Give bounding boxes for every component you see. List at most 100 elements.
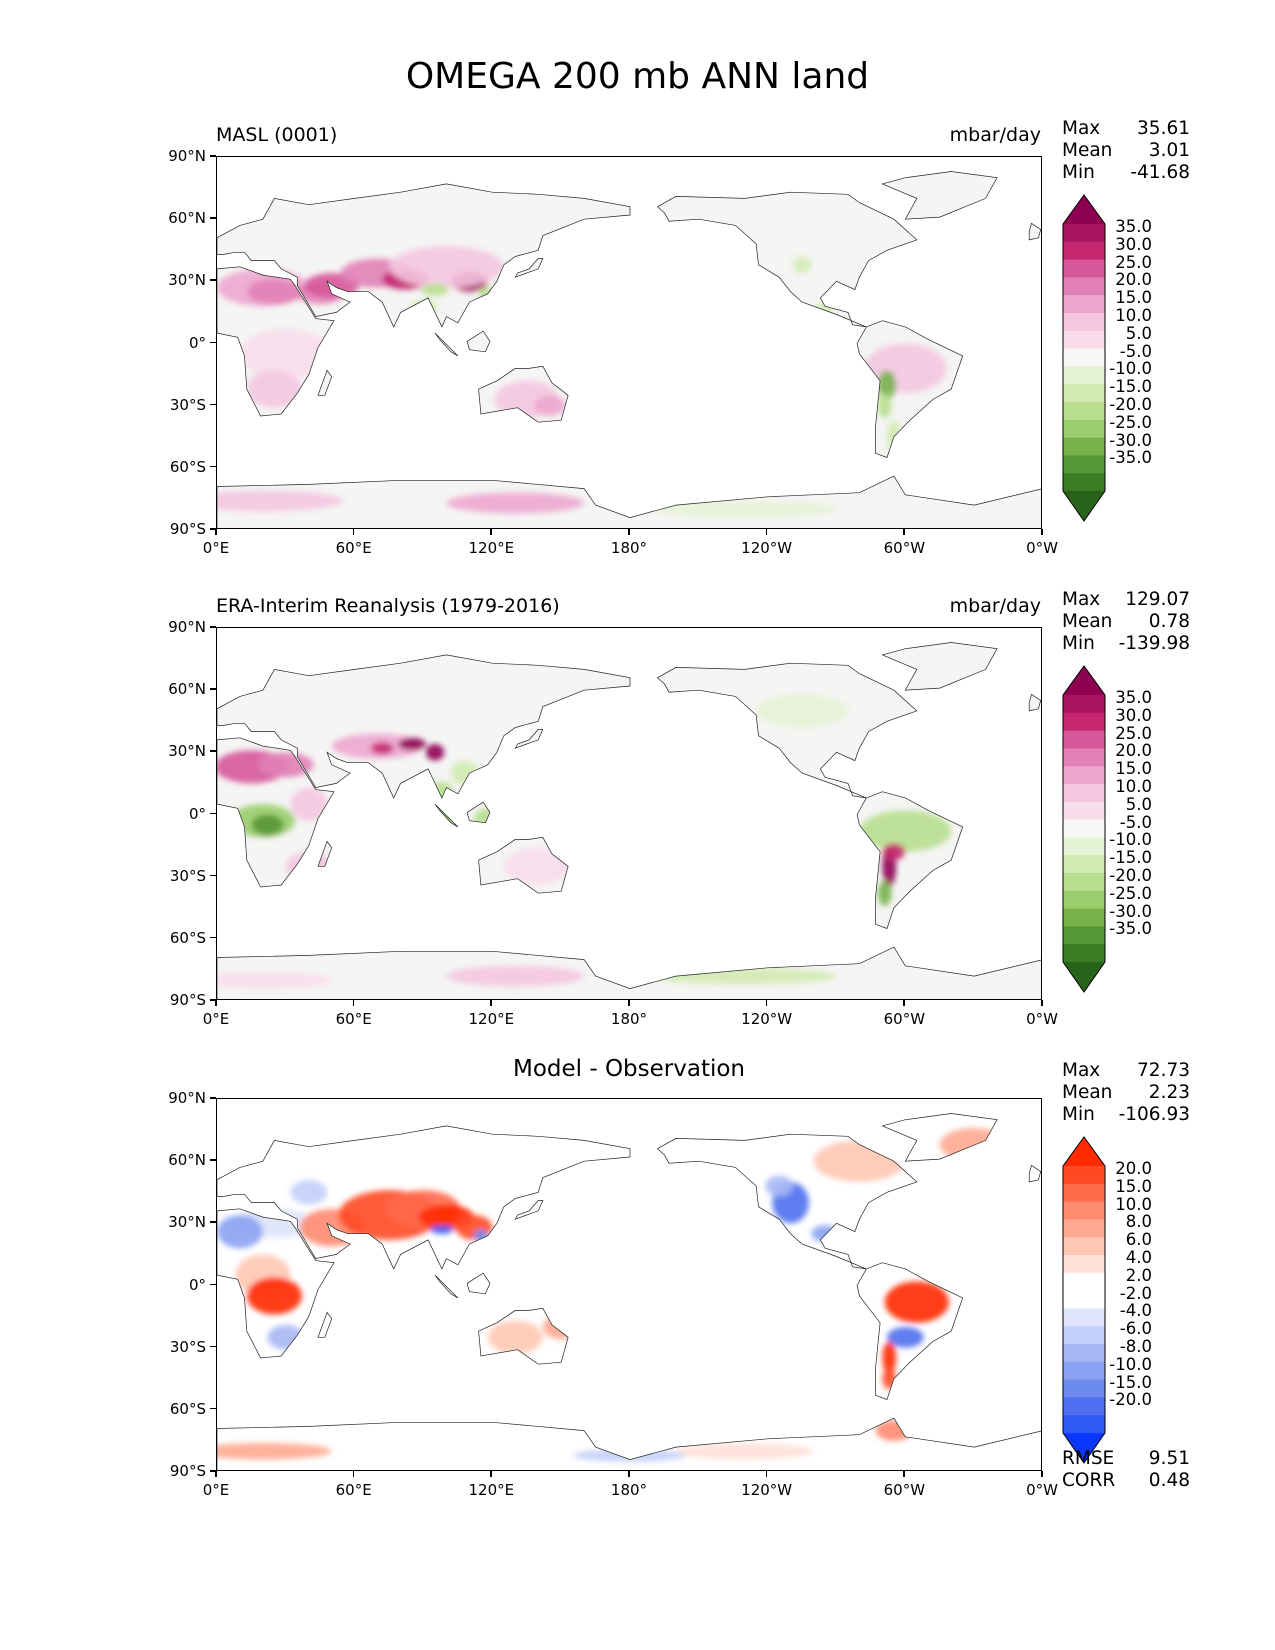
max-label: Max xyxy=(1062,118,1101,139)
colorbar-tick-label: 35.0 xyxy=(1115,688,1152,707)
colorbar xyxy=(1062,194,1106,527)
colorbar-outline xyxy=(1062,665,1106,993)
coastline xyxy=(317,1311,333,1338)
mean-label: Mean xyxy=(1062,1082,1113,1103)
colorbar-bin xyxy=(1063,890,1105,910)
colorbar-tick-label: 15.0 xyxy=(1115,1176,1152,1196)
colorbar-tick-label: -10.0 xyxy=(1109,830,1152,850)
lat-tick-label: 90°N xyxy=(168,1089,206,1107)
coastline xyxy=(856,320,964,458)
colorbar-bin xyxy=(1063,384,1105,403)
colorbar-bin xyxy=(1063,819,1105,838)
lon-tick-label: 60°E xyxy=(335,1481,372,1499)
stats-box: Max 129.07 Mean 0.78 Min -139.98 xyxy=(1062,589,1190,655)
lat-tick xyxy=(210,528,216,530)
lat-tick xyxy=(210,403,216,406)
colorbar-tick-label: 10.0 xyxy=(1115,305,1152,325)
field-contour xyxy=(370,741,394,755)
colorbar-bin xyxy=(1063,1255,1105,1274)
panel-title: Model - Observation xyxy=(512,1056,746,1082)
lon-tick xyxy=(215,1471,217,1477)
lat-tick-label: 60°S xyxy=(169,1399,206,1418)
coastline xyxy=(217,1417,1041,1470)
coastline xyxy=(317,840,333,867)
colorbar-tick-label: 5.0 xyxy=(1125,794,1152,814)
colorbar-tick-label: -35.0 xyxy=(1109,448,1152,468)
coastline xyxy=(478,365,569,423)
field-contour xyxy=(473,1229,488,1242)
lat-tick xyxy=(210,1345,216,1348)
map-plot xyxy=(216,1098,1042,1471)
mean-value: 0.78 xyxy=(1148,611,1190,632)
colorbar-bin xyxy=(1063,259,1105,278)
colorbar-svg xyxy=(1062,194,1106,522)
lat-tick xyxy=(210,341,216,343)
lon-tick-label: 0°E xyxy=(202,1481,230,1499)
colorbar-bin xyxy=(1063,1201,1105,1220)
coastline xyxy=(217,654,631,799)
lat-tick xyxy=(210,874,216,877)
lon-tick-label: 60°E xyxy=(335,1010,372,1028)
field-contour xyxy=(217,490,344,512)
field-contour xyxy=(246,370,302,408)
lat-tick-label: 60°N xyxy=(168,209,206,228)
lat-tick xyxy=(210,812,216,814)
field-contour xyxy=(217,1442,332,1460)
colorbar-labels: 35.0 30.0 25.0 20.0 15.0 10.0 5.0 -5.0 -10.0 -15.… xyxy=(1104,218,1152,467)
lat-tick xyxy=(210,750,216,752)
land-fill xyxy=(217,171,1041,528)
colorbar-tick-label: -30.0 xyxy=(1109,901,1152,921)
coastline xyxy=(466,801,491,824)
field-contour xyxy=(473,808,502,830)
colorbar-tick-label: -25.0 xyxy=(1109,412,1152,432)
colorbar-extend-min xyxy=(1063,1433,1105,1463)
field-contour xyxy=(430,1225,454,1234)
lon-tick-label: 120°E xyxy=(468,1481,515,1499)
field-contour xyxy=(875,1420,913,1441)
coastline xyxy=(466,330,491,353)
colorbar-outline xyxy=(1062,1136,1106,1464)
lat-tick xyxy=(210,217,216,219)
colorbar-tick-label: -30.0 xyxy=(1109,430,1152,450)
mean-value: 3.01 xyxy=(1148,140,1190,161)
colorbar-tick-label: 15.0 xyxy=(1115,288,1152,308)
colorbar-bin xyxy=(1063,437,1105,456)
colorbar-bin xyxy=(1063,837,1105,856)
coastline xyxy=(434,803,459,828)
max-value: 72.73 xyxy=(1137,1060,1190,1081)
lon-tick xyxy=(352,1471,355,1477)
map-plot xyxy=(216,156,1042,529)
colorbar-bin xyxy=(1063,944,1105,963)
colorbar-tick-label: -20.0 xyxy=(1109,394,1152,414)
lon-tick xyxy=(903,1471,905,1477)
lon-tick-label: 120°W xyxy=(741,1481,793,1499)
lon-tick xyxy=(352,529,355,535)
colorbar-tick-label: 10.0 xyxy=(1115,776,1152,796)
coastline xyxy=(656,1133,918,1270)
colorbar-bin xyxy=(1063,784,1105,803)
colorbar-bin xyxy=(1063,1397,1105,1416)
field-contour xyxy=(533,395,566,417)
field-contour xyxy=(290,1179,328,1205)
lon-tick-label: 180° xyxy=(610,1481,648,1499)
colorbar-bin xyxy=(1063,730,1105,749)
lat-tick xyxy=(210,688,216,690)
colorbar xyxy=(1062,665,1106,998)
colorbar-bin xyxy=(1063,712,1105,732)
colorbar-labels: 35.0 30.0 25.0 20.0 15.0 10.0 5.0 -5.0 -10.0 -15.… xyxy=(1104,689,1152,938)
colorbar-tick-label: 20.0 xyxy=(1115,270,1152,290)
colorbar-bin xyxy=(1063,801,1105,821)
max-label: Max xyxy=(1062,1060,1101,1081)
colorbar-outline xyxy=(1062,194,1106,522)
colorbar-bin xyxy=(1063,855,1105,874)
lon-tick-label: 120°W xyxy=(741,1010,793,1028)
coastline xyxy=(217,475,1041,528)
lon-tick xyxy=(1041,1000,1043,1006)
colorbar-tick-label: 30.0 xyxy=(1115,705,1152,725)
coastline xyxy=(656,662,918,799)
panel-title: ERA-Interim Reanalysis (1979-2016) xyxy=(216,595,560,617)
coastline xyxy=(478,836,569,894)
lon-tick-label: 120°E xyxy=(468,539,515,557)
field-contour xyxy=(217,971,332,989)
colorbar-bin xyxy=(1063,695,1105,714)
